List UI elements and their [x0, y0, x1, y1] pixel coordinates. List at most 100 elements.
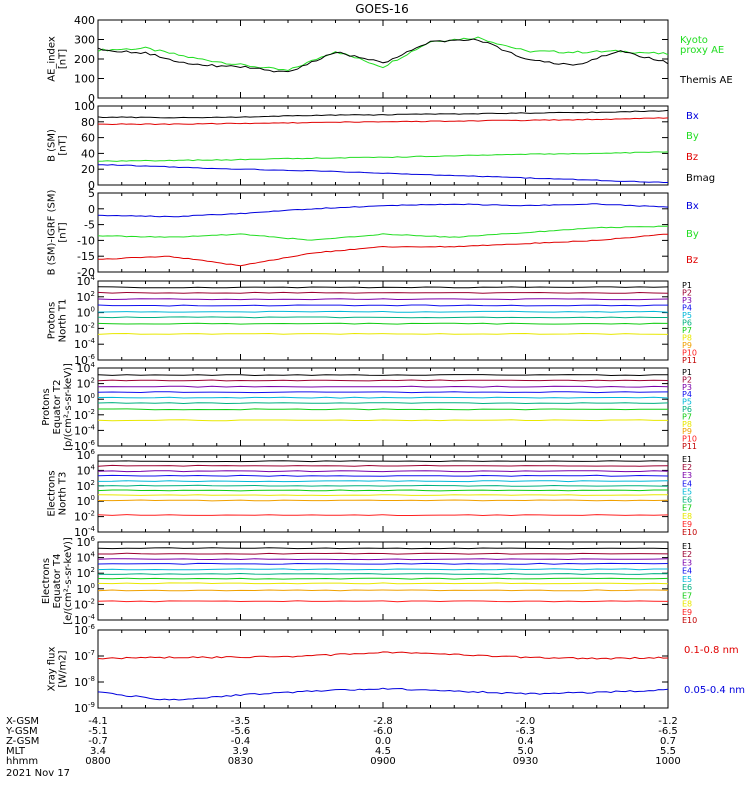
y-axis-label: [p/(cm²-s-sr-keV)] [63, 363, 74, 451]
y-tick-label: 106 [77, 535, 96, 549]
panel-xray: 10-9 10-8 10-7 10-6 Xray flux [W/m2] 0.1-0.8 n… [47, 623, 746, 715]
legend-label: Kyoto [680, 35, 708, 46]
panel-frame [97, 629, 669, 709]
legend-label: P5 [682, 398, 692, 407]
date-label: 2021 Nov 17 [6, 768, 70, 779]
legend-label: Bz [686, 152, 698, 163]
legend-label: P10 [682, 349, 697, 358]
legend-label: P11 [682, 442, 697, 451]
series-line-p2 [97, 379, 669, 382]
y-axis-label: [nT] [58, 135, 69, 155]
footer-value: 4.5 [375, 746, 391, 757]
y-axis-label: Protons [47, 302, 58, 339]
y-tick-label: 10-2 [74, 510, 95, 524]
y-tick-label: 40 [81, 147, 95, 160]
legend-label: By [686, 229, 699, 240]
series-line-e8 [97, 494, 669, 497]
series-line-e10 [97, 600, 669, 603]
y-tick-label: 106 [77, 448, 96, 462]
footer-value: -4.1 [88, 716, 108, 727]
y-tick-label: -5 [84, 219, 95, 232]
series-line-e10 [97, 514, 669, 517]
series-line-e9 [97, 499, 669, 502]
legend-label: E4 [682, 479, 692, 488]
y-tick-label: 10-9 [74, 701, 95, 715]
legend-label: E3 [682, 558, 692, 567]
y-tick-label: 100 [77, 306, 95, 320]
series-line-e5 [97, 480, 669, 483]
y-tick-label: 100 [77, 392, 95, 406]
footer-value: -0.7 [88, 736, 108, 747]
footer-value: 0.4 [518, 736, 534, 747]
series-line-e6 [97, 572, 669, 575]
footer-value: -5.1 [88, 726, 108, 737]
series-line-0-1-0-8-nm [97, 651, 669, 660]
footer-value: -6.3 [516, 726, 536, 737]
series-line-e7 [97, 489, 668, 492]
y-axis-label: Electrons [47, 470, 58, 516]
panel-bsm: 0 20 40 60 80 100 B (SM) [nT] Bx By Bz Bmag [47, 100, 716, 192]
series-line-e6 [97, 484, 669, 487]
series-line-p3 [97, 298, 669, 301]
series-line-p6 [97, 316, 668, 319]
legend-label: P6 [682, 319, 692, 328]
footer-value: 5.5 [660, 746, 676, 757]
legend-label: E7 [682, 591, 692, 600]
footer-row-label: MLT [6, 746, 26, 757]
y-tick-label: 102 [77, 566, 95, 580]
footer-row-label: Z-GSM [6, 736, 39, 747]
footer-value: -2.0 [516, 716, 536, 727]
y-tick-label: 10-4 [74, 423, 96, 437]
y-axis-label: Equator T2 [52, 380, 63, 435]
legend-label: P4 [682, 304, 692, 313]
series-line-e5 [97, 568, 668, 571]
footer-value: 0930 [513, 756, 538, 767]
legend-label: E6 [682, 583, 692, 592]
y-axis-label: Equator T4 [52, 554, 63, 609]
series-line-e2 [98, 552, 669, 555]
series-line-e9 [97, 589, 669, 592]
series-line-p3 [97, 385, 669, 388]
series-line-p7 [97, 322, 669, 325]
y-tick-label: 104 [77, 274, 96, 288]
legend-label: E7 [682, 504, 692, 513]
legend-label: proxy AE [680, 45, 724, 56]
y-axis-label: [nT] [58, 49, 69, 69]
series-line-e4 [97, 562, 669, 565]
legend-label: Bx [686, 111, 699, 122]
footer-row-label: Y-GSM [5, 726, 38, 737]
footer-row-label: X-GSM [6, 716, 39, 727]
y-tick-label: 10-2 [74, 408, 95, 422]
legend-label: P9 [682, 427, 692, 436]
legend-label: P7 [682, 412, 692, 421]
legend-label: P3 [682, 383, 692, 392]
legend-label: P10 [682, 435, 697, 444]
y-tick-label: 100 [77, 494, 95, 508]
y-axis-label: Electrons [41, 558, 52, 604]
y-tick-label: 10-2 [74, 597, 95, 611]
series-line-by [97, 225, 669, 241]
y-axis-label: [W/m2] [58, 650, 69, 687]
series-line-e4 [97, 474, 669, 477]
footer-value: -2.8 [373, 716, 393, 727]
legend-label: E2 [682, 550, 692, 559]
chart-title: GOES-16 [355, 2, 409, 16]
y-tick-label: 100 [77, 582, 95, 596]
legend-label: E9 [682, 520, 692, 529]
footer-value: -5.6 [231, 726, 251, 737]
legend-label: E8 [682, 600, 692, 609]
series-line-p6 [97, 402, 669, 405]
footer-group: X-GSM -4.1 -3.5 -2.8 -2.0 -1.2 Y-GSM -5.1 -5.6 -6… [5, 716, 681, 767]
y-tick-label: 20 [81, 163, 95, 176]
footer-value: 1000 [655, 756, 680, 767]
y-tick-label: 0 [88, 92, 95, 105]
legend-label: E1 [682, 542, 692, 551]
series-line-e1 [98, 460, 669, 463]
series-line-p2 [97, 291, 669, 294]
y-axis-label: Xray flux [47, 647, 58, 692]
series-line-p1 [97, 286, 669, 289]
footer-value: -6.0 [373, 726, 393, 737]
y-tick-label: 10-7 [74, 649, 95, 663]
footer-value: 0.0 [375, 736, 391, 747]
